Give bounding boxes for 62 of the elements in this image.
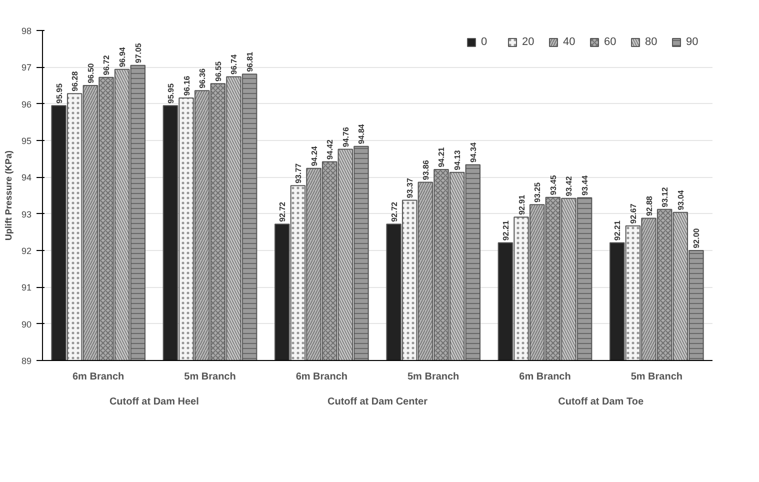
data-label: 94.76 [341,126,350,148]
data-label: 92.00 [692,228,702,248]
data-label: 92.21 [613,220,622,241]
text: Cutoff at Dam Toe [558,396,644,408]
y-tick-label: 92 [21,246,32,256]
legend-label: 60 [604,36,618,48]
data-label: 94.13 [453,150,462,170]
y-tick-label: 94 [21,172,32,183]
y-tick-label: 93 [21,209,32,220]
legend-label: 80 [645,36,658,48]
x-tick-label: 5m Branch [407,372,460,382]
legend-label: 20 [522,36,536,48]
y-tick-label: 98 [21,26,32,36]
y-tick-label: 91 [21,282,32,293]
data-label: 94.34 [468,142,478,162]
data-label: 92.67 [628,203,638,224]
x-tick-label: 6m Branch [296,372,348,382]
data-label: 92.21 [501,220,510,241]
legend-label: 90 [686,36,700,48]
data-label: 96.36 [198,68,208,88]
data-label: 96.55 [214,60,223,82]
data-label: 93.86 [421,160,430,180]
data-label: 96.74 [230,54,239,74]
legend-label: 40 [563,36,576,48]
data-label: 92.72 [390,201,399,222]
data-label: 92.88 [644,195,654,216]
data-label: 96.72 [102,54,112,76]
data-label: 93.12 [660,186,670,208]
legend-label: 0 [481,36,488,48]
data-label: 93.44 [580,174,590,196]
x-tick-label: 5m Branch [630,372,683,382]
data-label: 94.24 [310,146,319,166]
data-label: 94.84 [357,124,366,144]
data-label: 92.72 [278,201,288,222]
data-label: 93.77 [294,162,303,184]
data-label: 93.45 [548,174,558,196]
x-tick-label: 5m Branch [184,372,236,382]
text: Cutoff at Dam Heel [109,396,200,408]
y-tick-label: 96 [21,99,32,110]
data-label: 93.37 [406,177,415,198]
data-label: 96.81 [246,51,255,72]
x-tick-label: 6m Branch [72,372,124,382]
data-label: 96.94 [118,46,128,68]
data-label: 95.95 [166,82,176,104]
data-label: 93.04 [676,190,686,210]
y-tick-label: 95 [21,136,32,146]
data-label: 96.28 [70,70,80,92]
data-label: 97.05 [134,42,143,64]
text: Cutoff at Dam Center [328,396,428,408]
data-label: 93.42 [564,176,574,196]
y-tick-label: 97 [21,62,32,73]
data-label: 95.95 [54,82,64,104]
data-label: 96.50 [86,62,96,84]
data-label: 94.42 [326,138,335,160]
data-label: 94.21 [437,146,446,168]
data-label: 92.91 [517,194,526,215]
y-tick-label: 89 [21,356,32,366]
y-axis-title: Uplift Pressure (KPa) [3,150,14,241]
x-tick-label: 6m Branch [519,372,571,382]
y-tick-label: 90 [21,319,32,330]
data-label: 93.25 [533,182,542,202]
data-label: 96.16 [182,75,192,96]
